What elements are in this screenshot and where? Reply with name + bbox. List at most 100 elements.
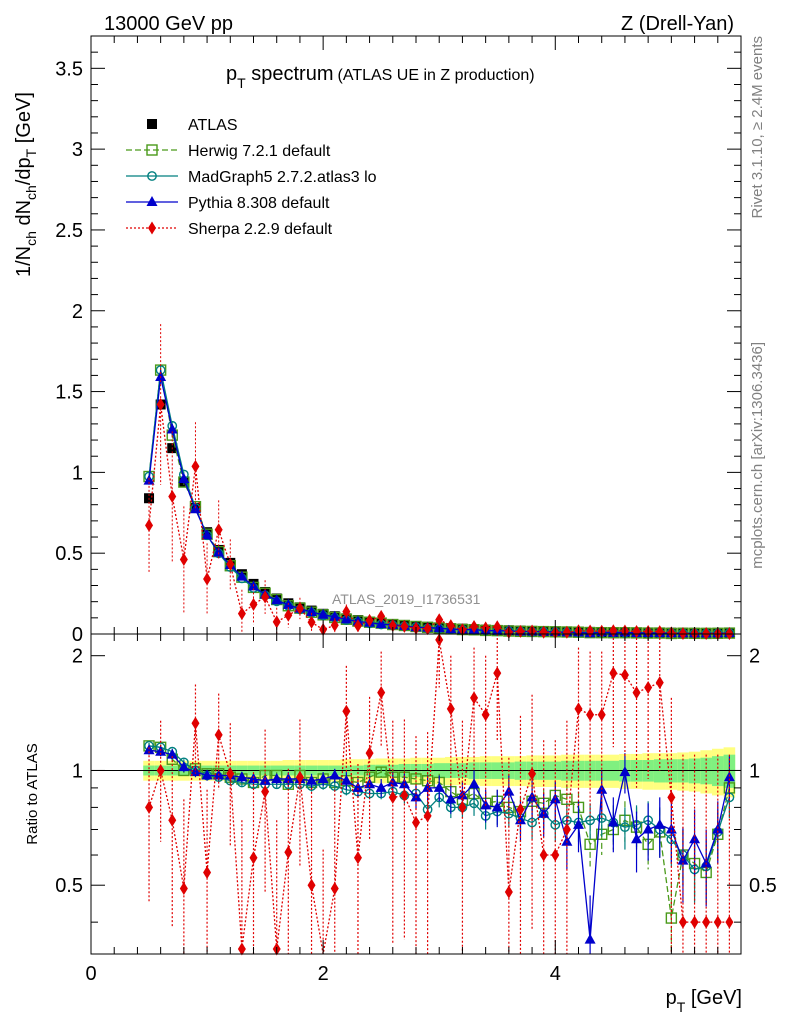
ratio-point: [375, 766, 387, 778]
ratio-point: [422, 781, 434, 792]
ratio-point: [632, 686, 641, 700]
ratio-point: [307, 878, 316, 892]
main-point: [261, 590, 270, 604]
main-point: [145, 518, 154, 532]
ratio-point: [271, 772, 283, 783]
main-point: [493, 620, 502, 634]
main-point: [295, 601, 304, 615]
ratio-point: [365, 746, 374, 760]
xlabel-rest: [GeV]: [685, 987, 742, 1009]
ratio-point: [400, 788, 409, 802]
legend-entry: Sherpa 2.2.9 default: [126, 221, 333, 238]
ratio-y-label: Ratio to ATLAS: [24, 743, 41, 844]
y-tick-label: 0: [72, 624, 83, 646]
main-point: [155, 370, 167, 381]
ratio-point: [642, 823, 654, 834]
header-right: Z (Drell-Yan): [621, 13, 734, 35]
header-left: 13000 GeV pp: [104, 13, 233, 35]
ratio-point: [306, 774, 318, 785]
legend-marker: [148, 221, 156, 235]
main-point: [375, 618, 387, 629]
ratio-point: [539, 848, 548, 862]
ratio-point: [596, 813, 607, 823]
ratio-y-tick-label-right: 2: [749, 646, 760, 668]
y-tick-label: 2: [72, 301, 83, 323]
y-tick-label: 1: [72, 462, 83, 484]
ratio-point: [644, 681, 653, 695]
ratio-point: [493, 666, 502, 680]
xlabel-main: p: [666, 987, 677, 1009]
legend-marker: [146, 144, 158, 156]
y-tick-label: 3.5: [55, 58, 83, 80]
ratio-point: [261, 785, 270, 799]
ratio-point: [620, 668, 629, 682]
main-point: [168, 489, 177, 503]
ratio-point: [156, 763, 165, 777]
ratio-y-tick-label: 2: [72, 646, 83, 668]
x-tick-label: 0: [85, 963, 96, 985]
ratio-point: [433, 781, 445, 792]
ratio-point: [179, 882, 188, 896]
ratio-point: [584, 838, 596, 851]
legend-label: Pythia 8.308 default: [188, 195, 330, 212]
legend-marker: [146, 196, 158, 206]
ratio-point: [586, 708, 595, 722]
ratio-point: [236, 771, 248, 782]
ratio-point: [491, 801, 503, 812]
legend-marker: [147, 171, 157, 181]
ratio-point: [178, 761, 190, 772]
ratio-point: [340, 774, 352, 785]
title-main: p: [226, 63, 237, 85]
ratio-point: [412, 816, 420, 830]
ratio-point: [700, 857, 712, 868]
main-point: [342, 605, 351, 619]
ratio-point: [504, 885, 513, 899]
y-tick-label: 1.5: [55, 382, 83, 404]
main-point: [284, 608, 293, 622]
ratio-point: [573, 818, 584, 829]
ratio-y-tick-label-right: 0.5: [749, 875, 777, 897]
ratio-point: [226, 767, 235, 781]
rivet-label: Rivet 3.1.10, ≥ 2.4M events: [749, 36, 766, 219]
main-point: [329, 610, 341, 621]
main-point: [201, 529, 213, 540]
chart-title: pT spectrum (ATLAS UE in Z production): [226, 63, 535, 91]
ratio-point: [398, 778, 410, 789]
title-paren: (ATLAS UE in Z production): [338, 67, 535, 84]
title-rest: spectrum: [246, 63, 334, 85]
ratio-point: [342, 704, 351, 718]
main-point: [353, 619, 362, 633]
main-point: [156, 397, 165, 411]
legend-entry: Pythia 8.308 default: [126, 195, 330, 212]
main-point: [435, 613, 444, 627]
ratio-point: [607, 816, 619, 827]
ratio-y-tick-label: 1: [72, 760, 83, 782]
main-point: [203, 572, 212, 586]
ratio-point: [689, 833, 701, 844]
legend-marker: [147, 119, 157, 129]
ratio-point: [562, 823, 571, 837]
ratio-point: [330, 882, 339, 896]
ratio-point: [713, 915, 722, 929]
ratio-point: [702, 915, 711, 929]
ratio-point: [317, 772, 329, 783]
y-tick-label: 3: [72, 139, 83, 161]
ratio-point: [445, 793, 457, 804]
ratio-point: [584, 933, 596, 944]
ratio-point: [481, 708, 490, 722]
legend-entry: Herwig 7.2.1 default: [126, 143, 331, 160]
main-point: [655, 625, 664, 639]
ratio-point: [631, 833, 643, 844]
ratio-point: [377, 686, 386, 700]
ratio-point: [574, 702, 583, 716]
ratio-point: [284, 845, 293, 859]
main-point: [178, 473, 190, 484]
ratio-point: [375, 781, 387, 792]
legend-label: MadGraph5 2.7.2.atlas3 lo: [188, 169, 377, 186]
title-sub: T: [237, 75, 246, 91]
y-tick-label: 0.5: [55, 543, 83, 565]
main-point: [423, 622, 432, 636]
ratio-point: [667, 790, 676, 804]
watermark: ATLAS_2019_I1736531: [332, 591, 481, 607]
